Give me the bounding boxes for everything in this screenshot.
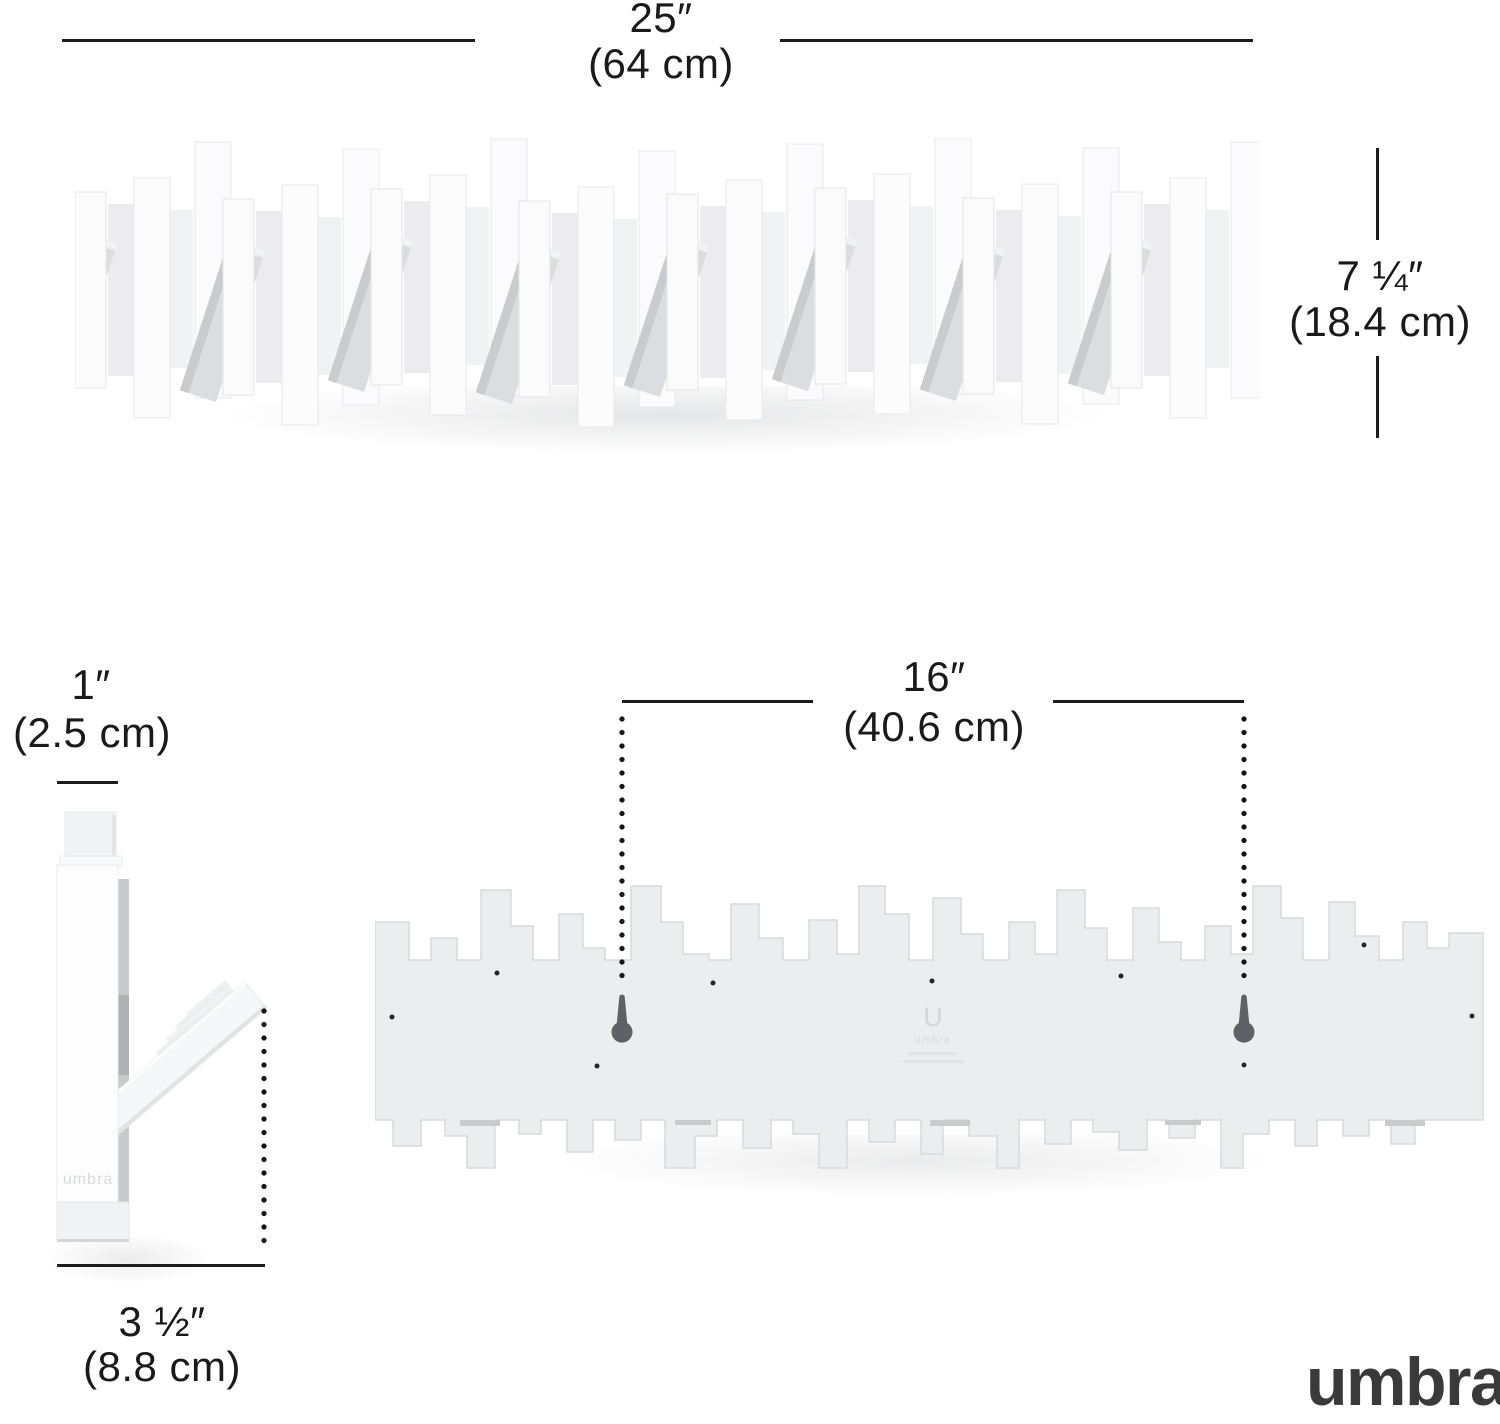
side-depth-guide-dotted-line [261,1008,267,1250]
width-label-metric: (64 cm) [588,40,734,87]
front-view-illustration [75,138,1260,428]
side-top-dimension-line [57,781,118,784]
spacing-guide-dotted-line-right [1241,716,1247,986]
spacing-label-metric: (40.6 cm) [843,703,1025,750]
embossed-umbra: umbra [915,1035,951,1046]
screw-hole-dots [389,942,1475,1069]
umbra-logo: umbra [1306,1344,1500,1420]
spacing-dimension-line-right [1053,700,1244,703]
keyhole-slot-right [1233,994,1255,1043]
back-plate-step-shadows [460,1120,1425,1126]
side-view-shadow [20,1235,260,1315]
side-depth-label-inches: 3 ½″ [118,1298,206,1345]
embossed-brand-mark: U umbra [903,1002,963,1063]
width-dimension-line-right [780,39,1253,42]
height-label-metric: (18.4 cm) [1289,298,1471,345]
width-dimension-line-left [62,39,475,42]
hook-bar [56,864,119,1203]
back-plate-outline [375,885,1484,1169]
embossed-u: U [923,1002,943,1032]
side-top-label-metric: (2.5 cm) [12,709,172,756]
side-engraving: umbra [63,1171,113,1188]
side-depth-dimension-line [57,1264,265,1267]
back-view-illustration: U umbra [375,885,1484,1169]
height-label-inches: 7 ¼″ [1336,252,1424,299]
height-dimension-line-bottom [1376,356,1379,438]
hook-cap [64,811,117,859]
hook-base-plate [56,1201,130,1241]
height-dimension-line-top [1376,148,1379,240]
spacing-label-inches: 16″ [902,653,966,700]
back-view-shadow [400,1135,1430,1265]
width-label-inches: 25″ [629,0,693,41]
side-view-illustration: umbra [56,811,268,1242]
side-depth-label-metric: (8.8 cm) [82,1343,242,1390]
keyhole-slot-left [611,994,633,1043]
spacing-guide-dotted-line-left [619,716,625,986]
spacing-dimension-line-left [622,700,813,703]
front-view-shadow [70,386,1260,516]
side-top-label-inches: 1″ [71,661,111,708]
